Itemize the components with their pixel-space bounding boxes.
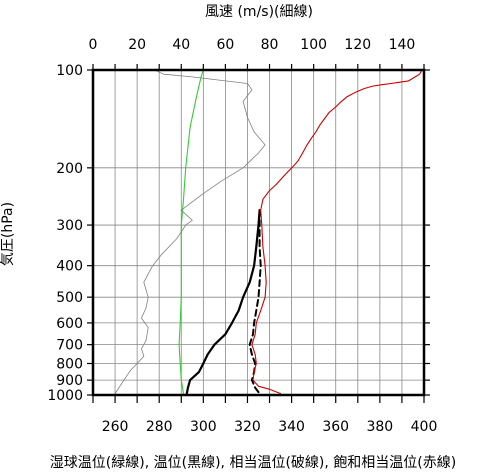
top-tick-label: 60 bbox=[216, 37, 234, 53]
top-tick-label: 120 bbox=[344, 37, 371, 53]
bottom-tick-label: 320 bbox=[234, 419, 261, 435]
series-line-湿球温位 bbox=[178, 69, 204, 395]
series-line-飽和相当温位 bbox=[251, 69, 423, 395]
series-lines bbox=[114, 69, 423, 395]
bottom-tick-label: 380 bbox=[366, 419, 393, 435]
plot-frame bbox=[91, 68, 426, 397]
top-tick-label: 20 bbox=[128, 37, 146, 53]
x-axis-label: 湿球温位(緑線), 温位(黒線), 相当温位(破線), 飽和相当温位(赤線) bbox=[50, 454, 456, 471]
top-tick-label: 40 bbox=[172, 37, 190, 53]
bottom-tick-label: 360 bbox=[322, 419, 349, 435]
bottom-tick-label: 340 bbox=[278, 419, 305, 435]
y-axis-label: 気圧(hPa) bbox=[0, 202, 16, 266]
y-tick-label: 200 bbox=[56, 161, 83, 177]
y-tick-label: 500 bbox=[56, 290, 83, 306]
top-tick-label: 0 bbox=[89, 37, 98, 53]
series-line-相当温位 bbox=[248, 209, 262, 394]
bottom-tick-label: 400 bbox=[411, 419, 438, 435]
bottom-tick-label: 280 bbox=[146, 419, 173, 435]
top-tick-label: 80 bbox=[261, 37, 279, 53]
y-tick-label: 800 bbox=[56, 357, 83, 373]
bottom-tick-label: 260 bbox=[102, 419, 129, 435]
y-tick-label: 300 bbox=[56, 218, 83, 234]
y-tick-label: 900 bbox=[56, 373, 83, 389]
y-tick-label: 400 bbox=[56, 259, 83, 275]
top-tick-label: 100 bbox=[300, 37, 327, 53]
y-tick-label: 700 bbox=[56, 338, 83, 354]
y-tick-label: 100 bbox=[56, 63, 83, 79]
series-line-温位 bbox=[185, 209, 261, 395]
top-axis-ticks: 0 20 40 60 80 100 120 140 bbox=[89, 37, 425, 70]
top-tick-label: 140 bbox=[389, 37, 416, 53]
y-tick-label: 1000 bbox=[47, 388, 83, 404]
y-tick-label: 600 bbox=[56, 316, 83, 332]
series-line-風速 bbox=[114, 69, 266, 395]
chart-title-top: 風速 (m/s)(細線) bbox=[205, 4, 313, 20]
bottom-axis-ticks: 260 280 300 320 340 360 380 400 bbox=[92, 395, 438, 435]
bottom-tick-label: 300 bbox=[190, 419, 217, 435]
